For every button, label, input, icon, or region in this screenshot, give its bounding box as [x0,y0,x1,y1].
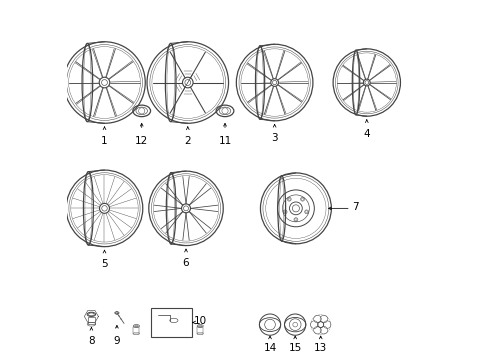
Text: 10: 10 [193,316,206,326]
Bar [133,327,139,333]
Text: 9: 9 [113,336,120,346]
Text: 13: 13 [313,343,326,353]
Text: 3: 3 [271,133,277,143]
Text: 12: 12 [135,136,148,146]
Text: 8: 8 [88,336,95,346]
Bar [197,327,203,333]
Text: 5: 5 [101,259,107,269]
Text: 6: 6 [183,258,189,268]
Text: 4: 4 [363,129,369,139]
Text: 2: 2 [184,136,191,146]
Text: 11: 11 [218,136,231,146]
Text: 7: 7 [352,202,359,212]
Text: 15: 15 [288,343,301,353]
Bar [87,317,95,324]
Text: 14: 14 [263,343,276,353]
Bar [151,308,192,337]
Text: 1: 1 [101,136,107,146]
